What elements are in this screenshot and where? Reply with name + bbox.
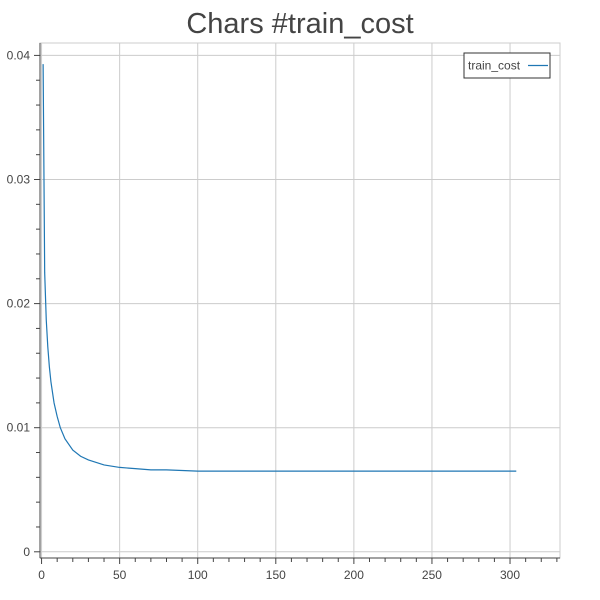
y-tick-label: 0.04 [7, 48, 31, 62]
legend-label-train-cost: train_cost [468, 59, 521, 73]
axes: 0 50 100 150 200 250 300 0 0.01 0.02 0.03 0.04 [7, 43, 560, 582]
x-tick-label: 250 [422, 568, 442, 582]
y-tick-label: 0.02 [7, 297, 31, 311]
x-tick-label: 50 [113, 568, 127, 582]
y-tick-label: 0.03 [7, 173, 31, 187]
x-tick-label: 0 [38, 568, 45, 582]
plot-frame [39, 42, 561, 559]
x-tick-label: 300 [500, 568, 520, 582]
y-tick-label: 0.01 [7, 421, 31, 435]
y-tick-label: 0 [23, 545, 30, 559]
x-tick-label: 200 [344, 568, 364, 582]
x-tick-label: 100 [188, 568, 208, 582]
legend: train_cost [463, 52, 551, 79]
series-layer [42, 64, 517, 472]
chart-title: Chars #train_cost [186, 8, 414, 40]
grid [40, 43, 560, 558]
x-tick-label: 150 [266, 568, 286, 582]
series-line-train-cost [42, 64, 517, 472]
